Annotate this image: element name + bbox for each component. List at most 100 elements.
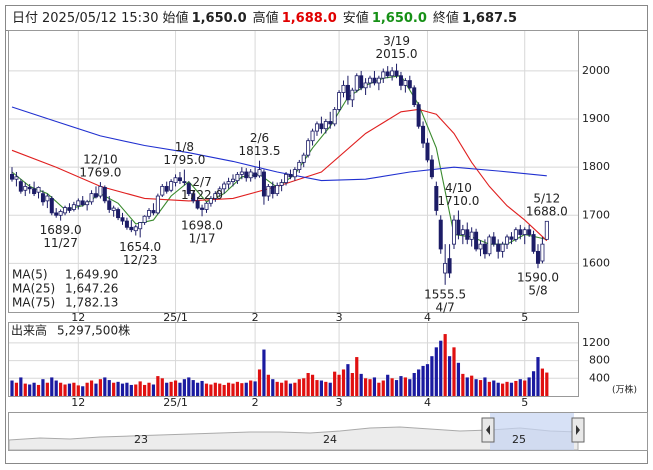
annotation-price: 1710.0	[437, 194, 479, 208]
candle-body	[107, 200, 112, 210]
volume-bar	[244, 382, 248, 396]
volume-bar	[293, 382, 297, 396]
volume-bar	[333, 371, 337, 396]
candle-body	[469, 231, 474, 240]
volume-bar	[257, 369, 262, 396]
volume-bar	[187, 377, 191, 396]
x-tick-label: 12	[71, 396, 85, 409]
header-value: 1,650.0	[372, 11, 427, 26]
annotation-date: 12/10	[83, 153, 118, 167]
candle-body	[292, 169, 297, 178]
volume-bar	[474, 379, 478, 396]
volume-bar	[536, 357, 540, 396]
candle-body	[288, 173, 293, 178]
volume-bar	[310, 374, 315, 396]
candle-body	[500, 243, 505, 252]
volume-bar	[45, 382, 49, 396]
volume-bar	[160, 378, 164, 396]
volume-bar	[337, 374, 341, 396]
volume-bar	[470, 375, 474, 396]
axis-unit: (万株)	[612, 384, 637, 396]
volume-bar	[151, 384, 156, 396]
volume-bar	[19, 377, 23, 396]
candle-body	[200, 207, 205, 210]
candle-body	[354, 75, 359, 91]
price-panel	[8, 30, 579, 313]
candle-body	[345, 84, 350, 101]
volume-bar	[501, 383, 505, 396]
x-tick-label: 3	[336, 396, 343, 409]
header-label: 始値	[163, 10, 189, 26]
volume-bar	[85, 382, 89, 396]
candle-body	[270, 186, 275, 195]
volume-bar	[403, 377, 407, 396]
volume-bar	[67, 383, 72, 396]
candle-body	[129, 226, 134, 231]
candle-body	[151, 210, 156, 214]
annotation-price: 1654.0	[119, 240, 161, 254]
volume-bar	[134, 384, 138, 396]
candle-body	[487, 236, 492, 255]
volume-bar	[328, 382, 332, 396]
candle-body	[76, 200, 81, 207]
candle-body	[116, 209, 121, 219]
candle-body	[18, 181, 23, 192]
volume-bar	[32, 382, 36, 396]
volume-bar	[41, 379, 45, 396]
candle-body	[169, 181, 174, 191]
annotation-price: 1795.0	[163, 153, 205, 167]
volume-bar	[381, 380, 385, 396]
volume-bar	[76, 385, 80, 396]
volume-bar	[54, 380, 58, 396]
candle-body	[173, 177, 178, 183]
volume-bar	[222, 384, 226, 396]
candle-body	[306, 140, 311, 156]
volume-bar	[204, 383, 209, 396]
candle-body	[124, 220, 129, 228]
volume-bar	[271, 379, 275, 396]
header-label: 終値	[433, 10, 459, 26]
y-tick-label: 1200	[582, 336, 610, 349]
header-value: 2025/05/12 15:30	[42, 11, 159, 26]
navigator-selection[interactable]	[490, 413, 574, 450]
x-tick-label: 25/1	[163, 311, 188, 324]
annotation-date: 2/6	[250, 131, 269, 145]
volume-bar	[10, 380, 14, 396]
candle-body	[63, 207, 68, 214]
candle-body	[323, 121, 328, 130]
volume-bar	[386, 374, 390, 396]
x-tick-label: 3	[336, 311, 343, 324]
candle-body	[111, 207, 116, 211]
volume-bar	[447, 356, 452, 396]
candle-body	[71, 204, 76, 210]
volume-bar	[297, 379, 301, 396]
volume-bar	[120, 383, 125, 396]
volume-bar	[116, 381, 120, 396]
volume-bar	[514, 380, 518, 396]
volume-bar	[125, 382, 129, 396]
candle-body	[478, 243, 483, 250]
y-tick-label: 800	[589, 354, 610, 367]
candle-body	[412, 87, 417, 106]
legend-value: 1,647.26	[65, 282, 118, 296]
candle-body	[80, 200, 85, 206]
candle-body	[301, 154, 306, 163]
candle-body	[133, 226, 138, 232]
candle-body	[27, 186, 32, 190]
y-tick-label: 1600	[582, 256, 610, 269]
volume-bar	[262, 349, 266, 396]
x-tick-label: 4	[424, 396, 431, 409]
candle-body	[341, 84, 346, 93]
legend-value: 1,649.90	[65, 268, 118, 282]
volume-bar	[103, 377, 107, 396]
candle-body	[407, 80, 412, 89]
y-tick-label: 400	[589, 371, 610, 384]
candle-body	[147, 210, 152, 217]
candle-body	[390, 70, 395, 77]
header-label: 高値	[253, 10, 279, 26]
x-tick-label: 25/1	[163, 396, 188, 409]
candle-body	[155, 195, 160, 214]
candle-body	[14, 176, 19, 180]
volume-bar	[439, 340, 443, 396]
